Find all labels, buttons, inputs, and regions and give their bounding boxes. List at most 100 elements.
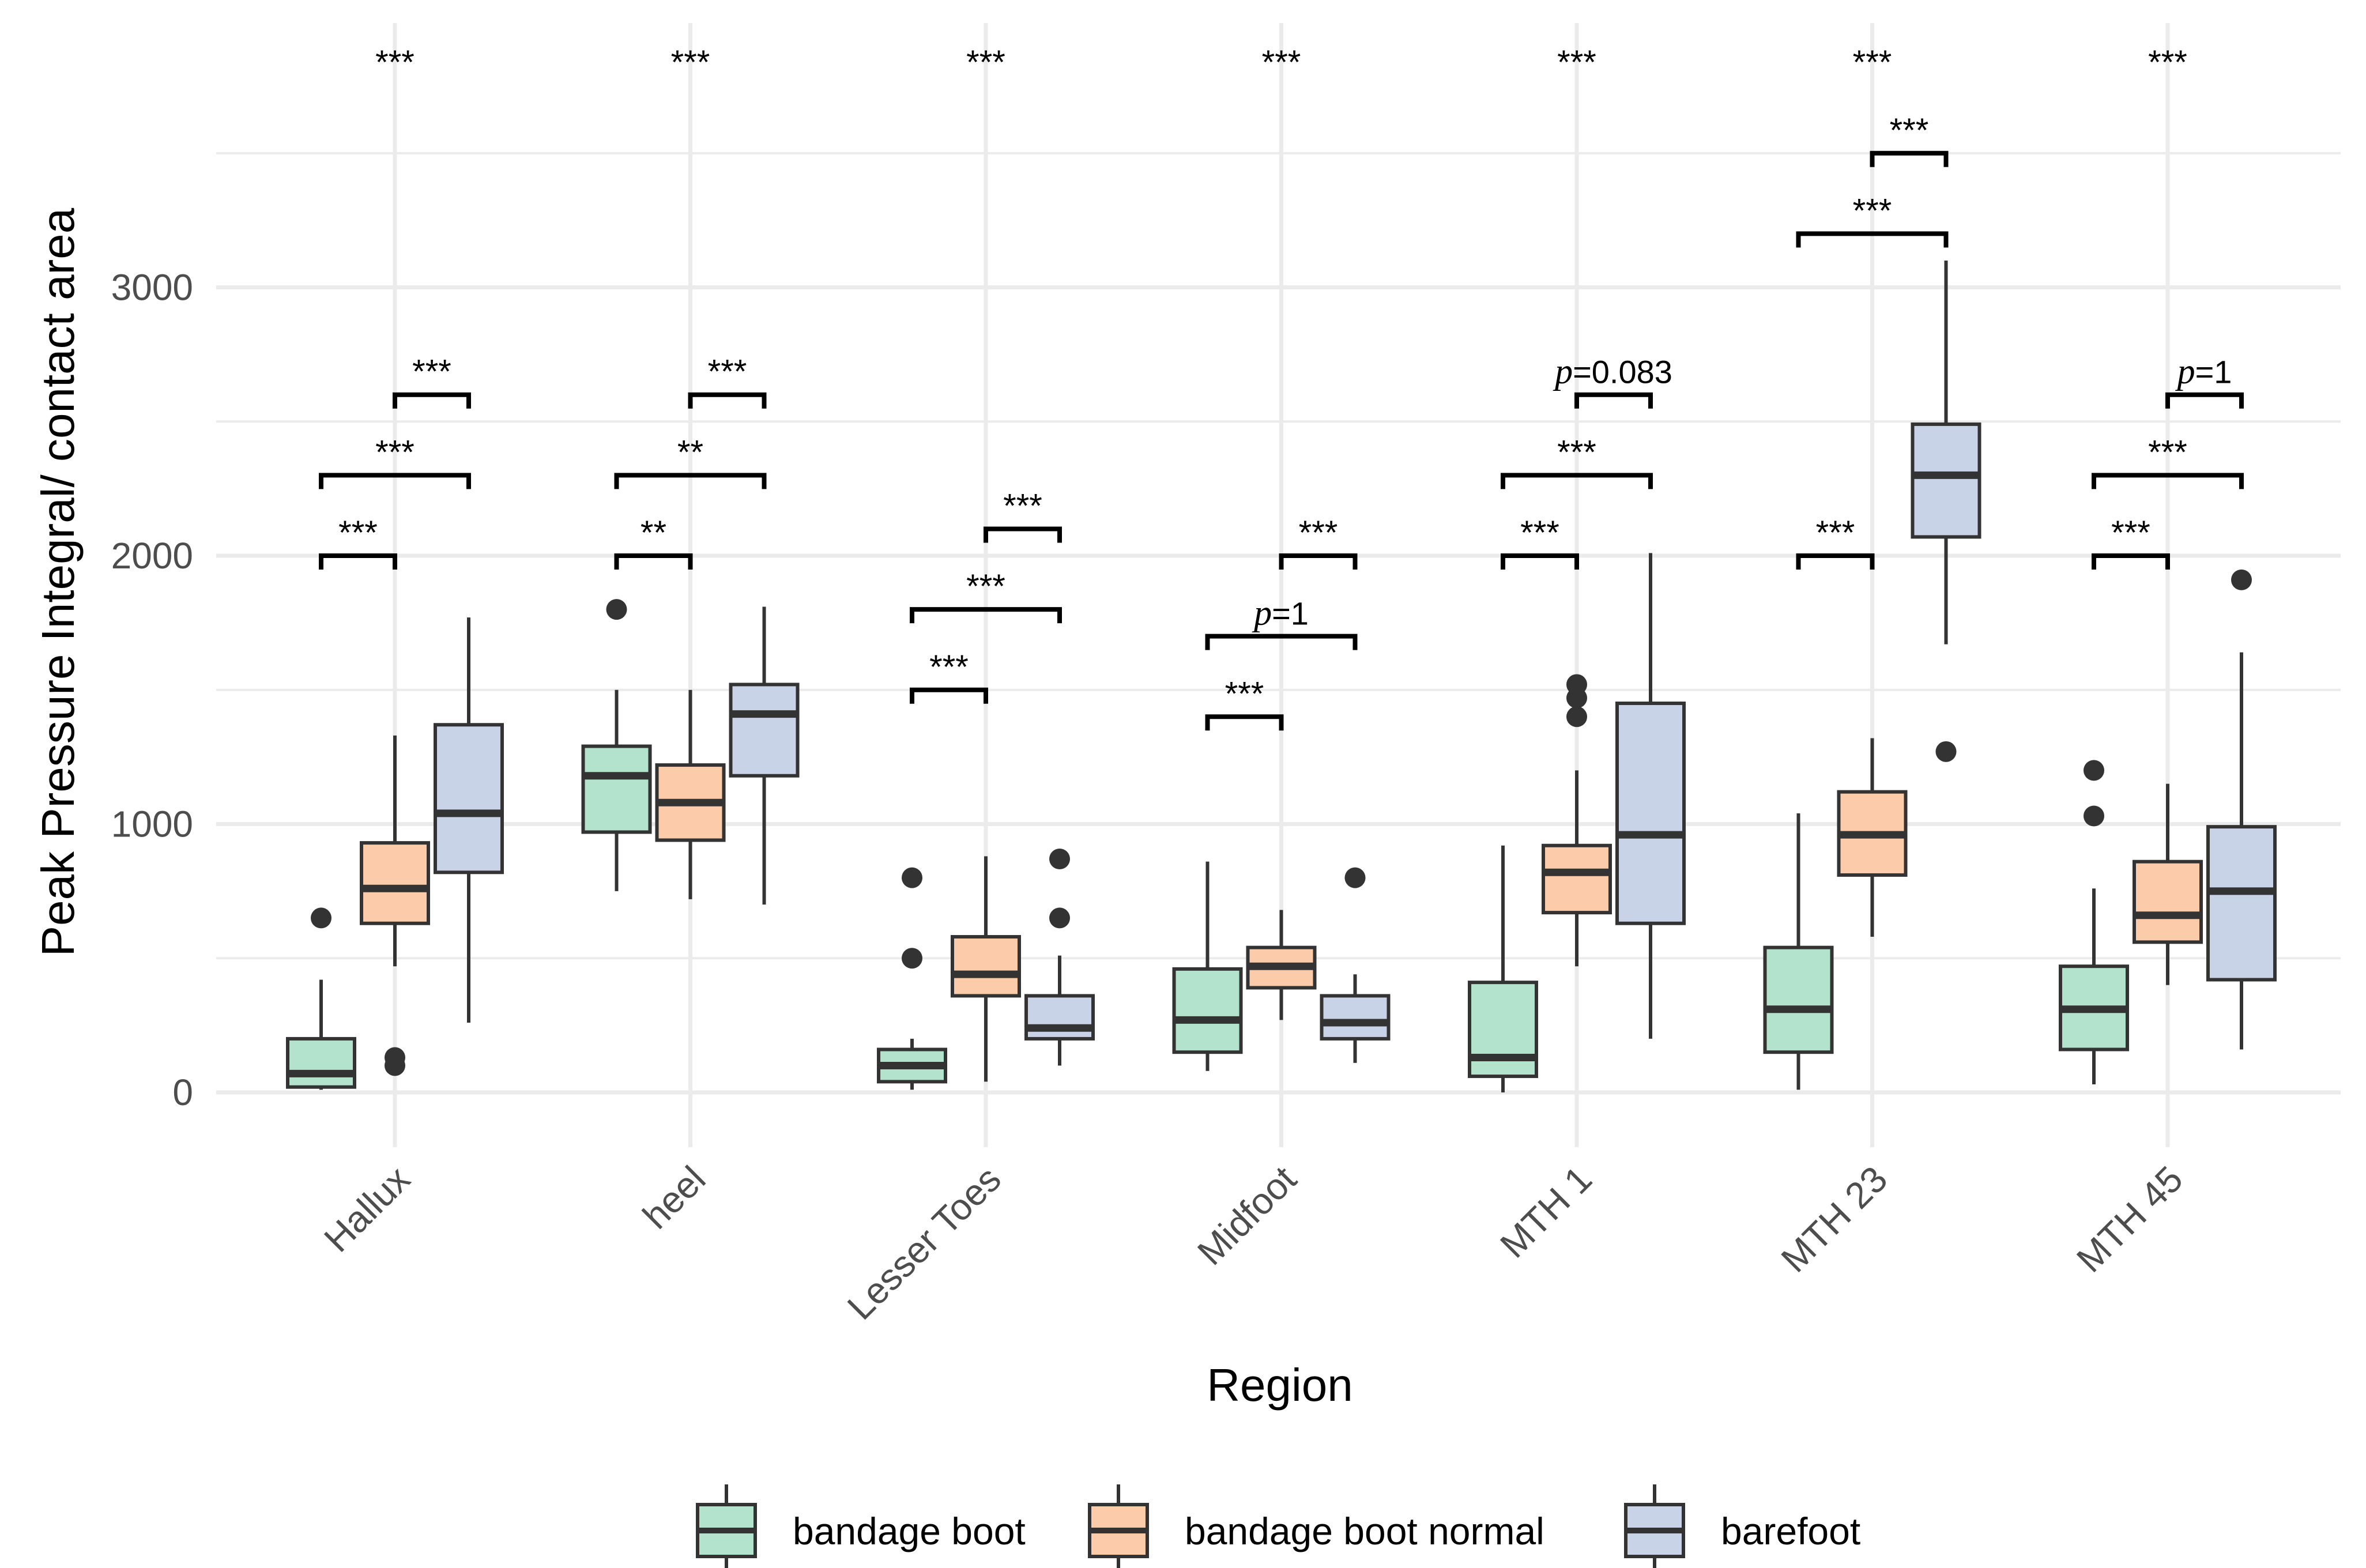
comparison-bracket: *** (984, 487, 1062, 543)
x-tick-label: MTH 1 (1492, 1158, 1600, 1266)
y-tick-label: 2000 (111, 535, 193, 576)
boxplot-boxes (286, 260, 2277, 1092)
legend-label: barefoot (1721, 1510, 1860, 1552)
bracket-line (688, 392, 767, 409)
comparison-bracket: ** (614, 514, 693, 570)
global-significance-label: *** (375, 44, 415, 81)
comparison-bracket: p=1 (2165, 352, 2244, 409)
comparison-bracket: *** (2092, 514, 2170, 570)
y-tick-label: 0 (172, 1072, 193, 1113)
box-bandage-boot (877, 867, 947, 1090)
bracket-line (2165, 392, 2244, 409)
box-bandage-boot-normal (1542, 674, 1612, 967)
outlier-point (902, 867, 922, 888)
box-bandage-boot (1172, 861, 1243, 1071)
box-iqr (1468, 981, 1538, 1079)
outlier-point (2231, 569, 2252, 590)
bracket-label: *** (1299, 514, 1338, 552)
outlier-point (1344, 867, 1366, 888)
bracket-line (910, 607, 1062, 624)
bracket-label: *** (1816, 514, 1855, 552)
bracket-line (1796, 553, 1875, 570)
legend: bandage boot bandage boot normal barefoot (696, 1484, 1860, 1568)
outlier-point (311, 907, 331, 929)
bracket-line (614, 553, 693, 570)
bracket-label: *** (929, 649, 969, 686)
box-bandage-boot-normal (655, 689, 726, 899)
box-bandage-boot-normal (1837, 738, 1908, 937)
x-axis-ticks: Hallux heel Lesser Toes Midfoot MTH 1 MTH 23 M… (316, 1158, 2191, 1328)
legend-label: bandage boot (793, 1510, 1026, 1552)
x-tick-label: MTH 23 (1773, 1158, 1896, 1280)
bracket-label: *** (708, 353, 747, 391)
bracket-line (1501, 473, 1653, 489)
global-significance-label: *** (671, 44, 710, 81)
outlier-point (2084, 760, 2104, 781)
box-barefoot (2206, 569, 2277, 1050)
global-significance-label: *** (2148, 44, 2187, 81)
bracket-label: *** (375, 434, 415, 471)
box-iqr (286, 1036, 356, 1089)
y-axis-title: Peak Pressure Integral/ contact area (32, 208, 84, 956)
box-iqr (434, 723, 504, 875)
bracket-line (1279, 553, 1358, 570)
y-axis-ticks: 0 1000 2000 3000 (111, 267, 193, 1114)
box-iqr (1542, 843, 1612, 915)
box-barefoot (1615, 553, 1686, 1039)
y-tick-label: 1000 (111, 804, 193, 845)
bracket-line (1205, 714, 1284, 731)
outlier-point (385, 1047, 405, 1068)
bracket-line (319, 553, 397, 570)
bracket-line (1574, 392, 1653, 409)
bracket-label: p=0.083 (1553, 352, 1672, 391)
outlier-point (1935, 741, 1957, 762)
bracket-line (1205, 634, 1358, 650)
comparison-bracket: *** (1501, 514, 1579, 570)
global-significance-label: *** (1853, 44, 1892, 81)
bracket-label: *** (338, 514, 378, 552)
bracket-label: *** (1003, 487, 1042, 525)
comparison-bracket: *** (910, 568, 1062, 624)
bracket-line (984, 526, 1062, 543)
bracket-label: p=1 (1252, 594, 1309, 633)
bracket-label: *** (1520, 514, 1559, 552)
box-bandage-boot-normal (951, 856, 1021, 1082)
y-tick-label: 3000 (111, 267, 193, 308)
box-iqr (2206, 825, 2277, 982)
x-axis-title: Region (1207, 1359, 1353, 1411)
x-tick-label: MTH 45 (2069, 1158, 2191, 1280)
x-tick-label: Hallux (316, 1158, 418, 1260)
bracket-line (1870, 150, 1949, 167)
box-iqr (1763, 945, 1834, 1054)
comparison-bracket: *** (1501, 434, 1653, 489)
bracket-label: *** (1225, 675, 1264, 713)
box-iqr (2133, 860, 2203, 944)
box-iqr (1320, 994, 1391, 1041)
comparison-bracket: *** (393, 353, 471, 409)
global-significance-label: *** (966, 44, 1005, 81)
box-iqr (1615, 702, 1686, 925)
legend-item-barefoot: barefoot (1624, 1484, 1860, 1568)
comparison-bracket: *** (1796, 514, 1875, 570)
box-iqr (1911, 422, 1981, 539)
comparison-bracket: *** (910, 649, 988, 704)
bracket-label: ** (677, 434, 703, 471)
outlier-point (1566, 674, 1587, 695)
comparison-bracket: *** (2092, 434, 2244, 489)
box-iqr (951, 935, 1021, 998)
box-bandage-boot (1763, 813, 1834, 1090)
outlier-point (1049, 907, 1070, 929)
box-bandage-boot-normal (360, 735, 430, 1076)
global-significance-label: *** (1557, 44, 1596, 81)
significance-annotations: *** *** *** *** *** *** **********************… (319, 44, 2244, 731)
x-tick-label: Midfoot (1189, 1158, 1304, 1273)
comparison-bracket: *** (319, 434, 471, 489)
box-barefoot (729, 606, 800, 905)
box-bandage-boot (1468, 845, 1538, 1092)
bracket-label: *** (1890, 112, 1929, 149)
comparison-bracket: *** (1205, 675, 1284, 731)
bracket-label: *** (1557, 434, 1596, 471)
outlier-point (606, 599, 627, 620)
comparison-bracket: *** (688, 353, 767, 409)
bracket-label: *** (966, 568, 1005, 605)
